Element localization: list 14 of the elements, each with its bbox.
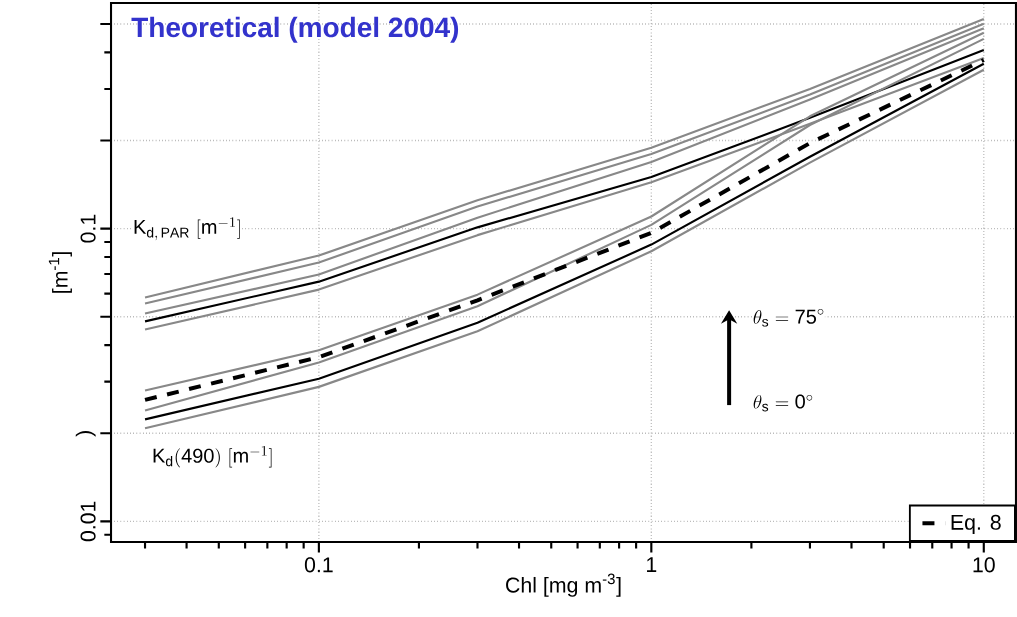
y-tick-label: ) <box>75 431 96 437</box>
x-tick-label: 1 <box>647 557 657 572</box>
annotation: $\theta_{\mathrm{s}} = \mathrm{0}^{\circ}$ <box>753 394 813 412</box>
x-axis-title: Chl [mg m$^{-3}$] <box>506 573 621 597</box>
legend-label: Eq. 8 <box>951 514 1001 535</box>
y-tick-label: 0.01 <box>80 501 96 542</box>
x-tick-label: 0.1 <box>304 557 333 573</box>
annotation: $\mathrm{K}_{\mathrm{d}}\mathrm{(490)}\ [\mathrm{m}^{-1}]$ <box>153 445 272 468</box>
y-axis-title: [m$^{-1}$] <box>48 252 72 293</box>
annotation: $\theta_{\mathrm{s}} = \mathrm{75}^{\circ}$ <box>753 308 824 327</box>
annotation: $\mathrm{K}_{\mathrm{d,\,PAR}}\ [\mathrm{m}^{-1}]$ <box>134 217 240 241</box>
chart-title: Theoretical (model 2004) <box>131 16 459 43</box>
y-tick-label: 0.1 <box>80 214 96 243</box>
x-tick-label: 10 <box>973 557 995 573</box>
